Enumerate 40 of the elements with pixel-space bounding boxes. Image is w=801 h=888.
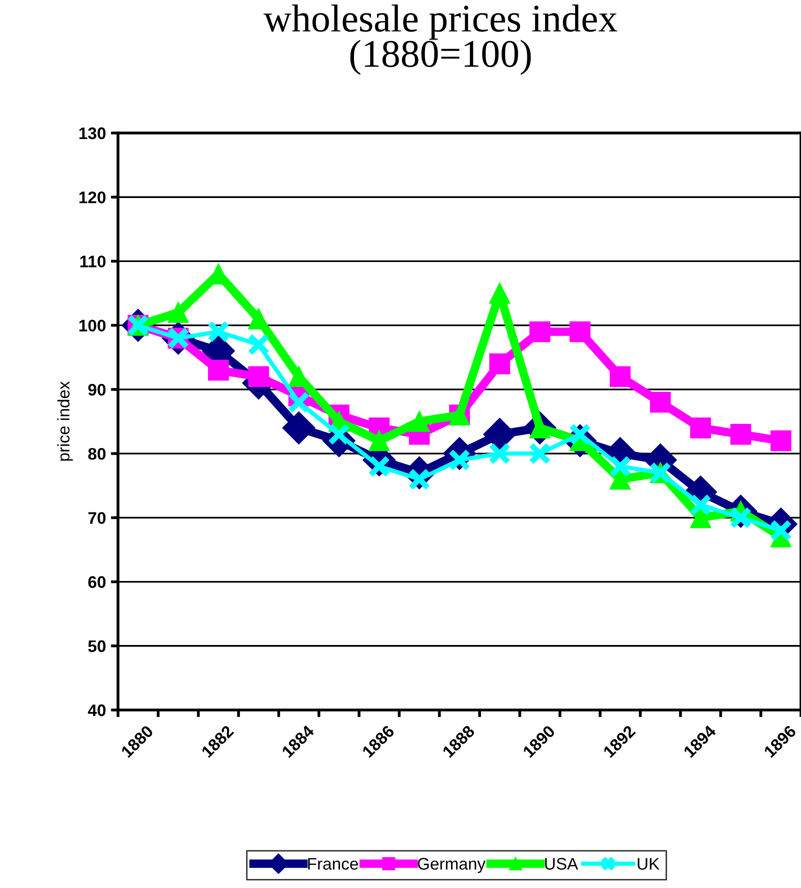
point (248, 333, 270, 356)
y-axis-title: price index (57, 381, 73, 461)
point (690, 507, 711, 528)
point (610, 468, 631, 490)
point (570, 321, 590, 342)
point (770, 430, 792, 452)
point (609, 455, 632, 478)
chart-title: wholesale prices index (1880=100) (263, 4, 618, 75)
point (689, 494, 712, 516)
y-tick-label: 100 (79, 320, 106, 332)
y-tick-label: 40 (88, 704, 106, 716)
point (483, 418, 516, 451)
y-tick-label: 80 (88, 448, 106, 460)
point (208, 360, 229, 381)
legend-label: France (308, 858, 358, 870)
y-tick-label: 90 (88, 384, 106, 396)
point (489, 353, 510, 374)
legend-label: UK (638, 858, 660, 870)
point (528, 442, 551, 465)
point (650, 392, 671, 413)
point (282, 412, 316, 444)
point (288, 391, 310, 414)
y-tick-label: 110 (80, 256, 106, 268)
point (368, 430, 390, 452)
legend-label: USA (545, 858, 578, 870)
y-tick-label: 130 (79, 127, 106, 140)
point (610, 366, 631, 388)
y-tick-label: 50 (88, 640, 106, 652)
y-tick-label: 60 (88, 576, 106, 588)
point (488, 442, 511, 465)
y-tick-label: 70 (88, 512, 106, 524)
point (489, 282, 510, 304)
legend-label: Germany (418, 858, 486, 873)
point (529, 321, 550, 342)
point (408, 411, 430, 432)
point (690, 417, 711, 438)
point (730, 424, 752, 445)
point (207, 320, 230, 343)
y-tick-label: 120 (79, 192, 106, 204)
point (168, 302, 189, 323)
